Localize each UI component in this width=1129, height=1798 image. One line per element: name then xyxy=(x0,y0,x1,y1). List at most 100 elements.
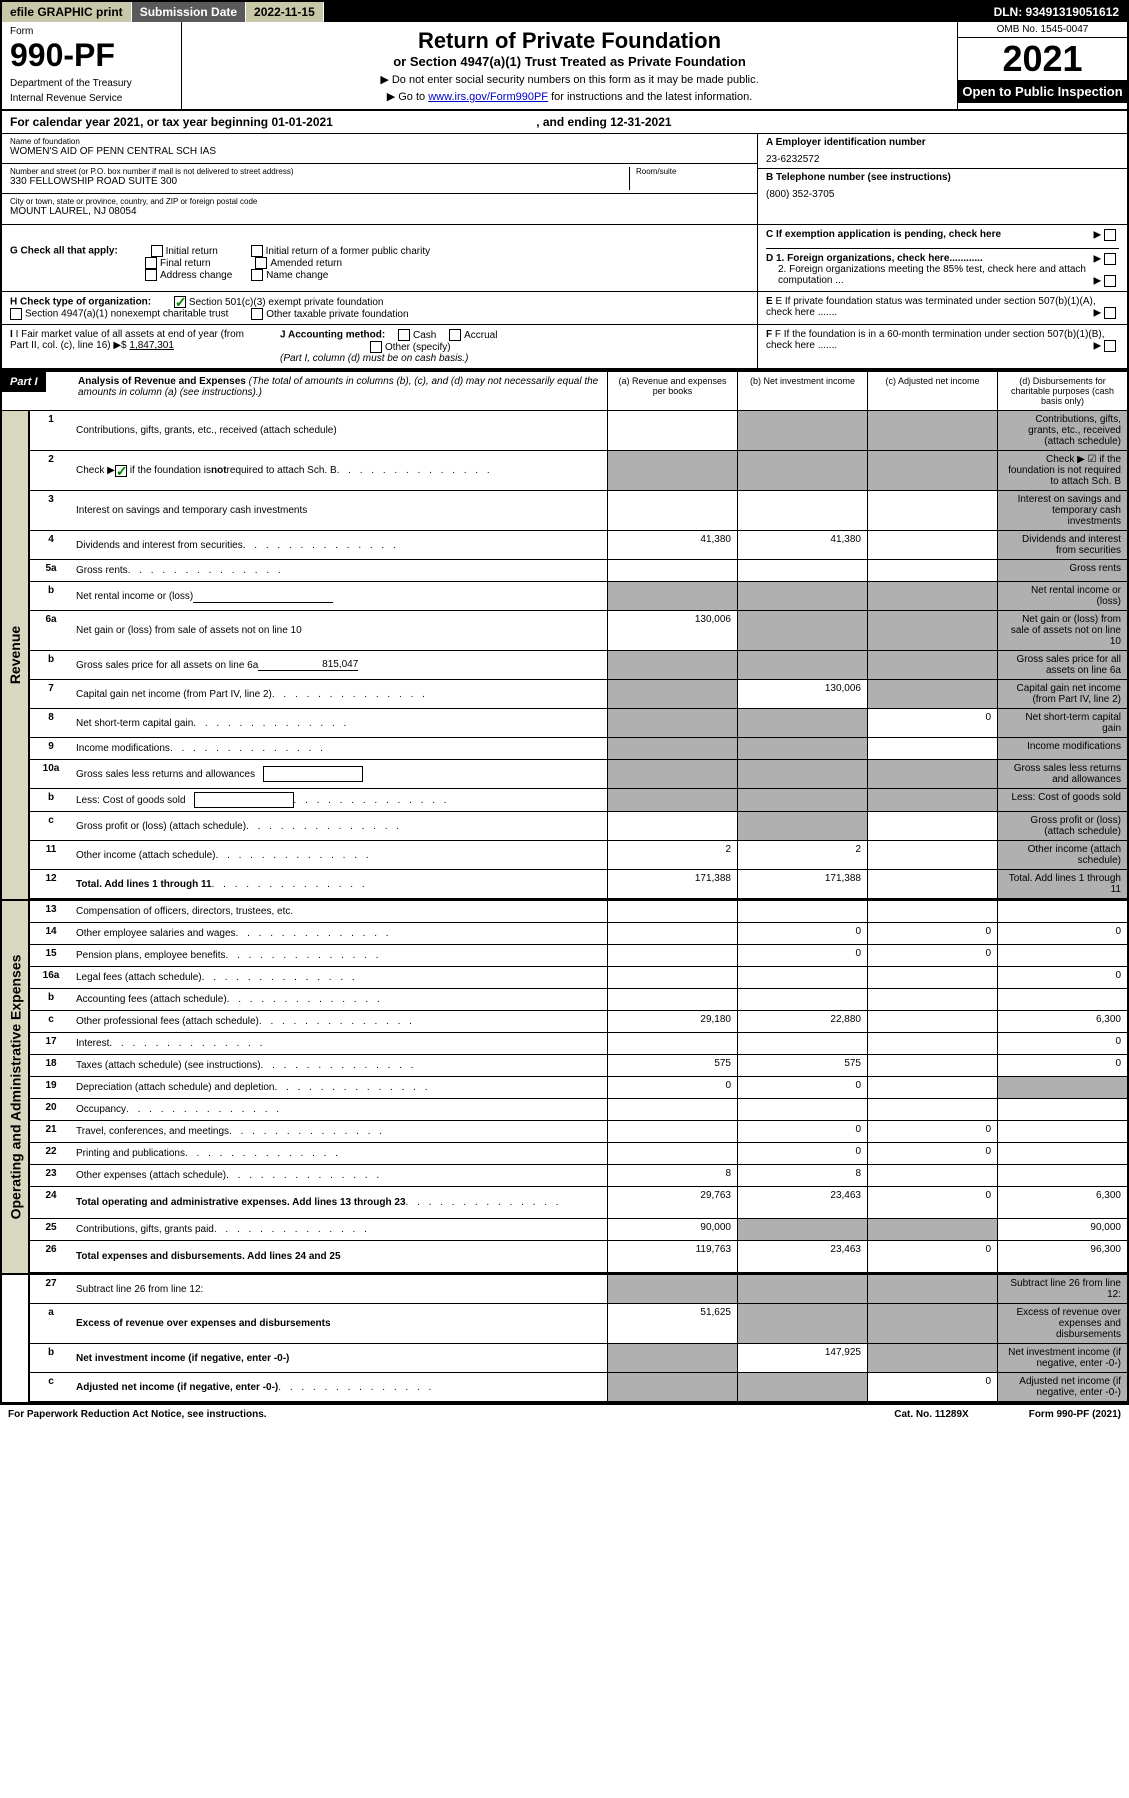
accrual-checkbox[interactable] xyxy=(449,329,461,341)
cell-col-d: 0 xyxy=(997,1033,1127,1054)
initial-return-checkbox[interactable] xyxy=(151,245,163,257)
cell-col-b xyxy=(737,451,867,490)
4947a1-checkbox[interactable] xyxy=(10,308,22,320)
sch-b-checkbox[interactable] xyxy=(115,465,127,477)
line-description: Contributions, gifts, grants paid xyxy=(72,1219,607,1240)
terminated-checkbox[interactable] xyxy=(1104,307,1116,319)
cell-col-a xyxy=(607,651,737,679)
cell-col-c: 0 xyxy=(867,1187,997,1218)
line-description: Net investment income (if negative, ente… xyxy=(72,1344,607,1372)
cell-col-d: Income modifications xyxy=(997,738,1127,759)
line-number: 11 xyxy=(30,841,72,869)
line-description: Gross rents xyxy=(72,560,607,581)
form-header: Form 990-PF Department of the Treasury I… xyxy=(2,22,1127,111)
table-row: 26Total expenses and disbursements. Add … xyxy=(30,1241,1127,1273)
table-row: 15Pension plans, employee benefits00 xyxy=(30,945,1127,967)
col-a-header: (a) Revenue and expenses per books xyxy=(607,372,737,410)
line-description: Total expenses and disbursements. Add li… xyxy=(72,1241,607,1272)
cell-col-d xyxy=(997,1143,1127,1164)
cell-col-d: Net short-term capital gain xyxy=(997,709,1127,737)
expense-section: Operating and Administrative Expenses 13… xyxy=(2,899,1127,1273)
cell-col-b: 130,006 xyxy=(737,680,867,708)
info-right: A Employer identification number 23-6232… xyxy=(757,134,1127,224)
cell-col-a xyxy=(607,789,737,811)
table-row: 27Subtract line 26 from line 12:Subtract… xyxy=(30,1275,1127,1304)
other-method-checkbox[interactable] xyxy=(370,341,382,353)
line-number: b xyxy=(30,789,72,811)
cell-col-d: Net rental income or (loss) xyxy=(997,582,1127,610)
line-number: 17 xyxy=(30,1033,72,1054)
line-description: Travel, conferences, and meetings xyxy=(72,1121,607,1142)
foreign-85-checkbox[interactable] xyxy=(1104,275,1116,287)
efile-label: efile GRAPHIC print xyxy=(2,2,132,22)
cell-col-d: Less: Cost of goods sold xyxy=(997,789,1127,811)
table-row: 13Compensation of officers, directors, t… xyxy=(30,901,1127,923)
bottom-section: 27Subtract line 26 from line 12:Subtract… xyxy=(2,1273,1127,1402)
info-left: Name of foundation WOMEN'S AID OF PENN C… xyxy=(2,134,757,224)
cell-col-c xyxy=(867,1033,997,1054)
cell-col-b xyxy=(737,611,867,650)
cell-col-b xyxy=(737,1219,867,1240)
table-row: aExcess of revenue over expenses and dis… xyxy=(30,1304,1127,1344)
line-number: c xyxy=(30,1373,72,1401)
cell-col-c xyxy=(867,611,997,650)
60month-checkbox[interactable] xyxy=(1104,340,1116,352)
line-description: Interest on savings and temporary cash i… xyxy=(72,491,607,530)
cell-col-a xyxy=(607,709,737,737)
cell-col-d xyxy=(997,1099,1127,1120)
table-row: bAccounting fees (attach schedule) xyxy=(30,989,1127,1011)
line-number: 1 xyxy=(30,411,72,450)
line-description: Less: Cost of goods sold xyxy=(72,789,607,811)
other-taxable-checkbox[interactable] xyxy=(251,308,263,320)
i-j-block: I I Fair market value of all assets at e… xyxy=(2,325,757,368)
cell-col-b xyxy=(737,560,867,581)
line-description: Check ▶ if the foundation is not require… xyxy=(72,451,607,490)
section-i-j-f: I I Fair market value of all assets at e… xyxy=(2,325,1127,370)
cell-col-c xyxy=(867,1077,997,1098)
line-description: Capital gain net income (from Part IV, l… xyxy=(72,680,607,708)
revenue-section: Revenue 1Contributions, gifts, grants, e… xyxy=(2,411,1127,899)
cell-col-b: 0 xyxy=(737,1077,867,1098)
irs-link[interactable]: www.irs.gov/Form990PF xyxy=(428,91,548,103)
name-change-checkbox[interactable] xyxy=(251,269,263,281)
cell-col-a: 2 xyxy=(607,841,737,869)
cell-col-b xyxy=(737,709,867,737)
cash-checkbox[interactable] xyxy=(398,329,410,341)
table-row: 24Total operating and administrative exp… xyxy=(30,1187,1127,1219)
cell-col-b xyxy=(737,582,867,610)
footer: For Paperwork Reduction Act Notice, see … xyxy=(0,1404,1129,1424)
final-return-checkbox[interactable] xyxy=(145,257,157,269)
cell-col-a xyxy=(607,1143,737,1164)
cell-col-b xyxy=(737,411,867,450)
table-row: 20Occupancy xyxy=(30,1099,1127,1121)
cell-col-c xyxy=(867,1099,997,1120)
foreign-org-checkbox[interactable] xyxy=(1104,253,1116,265)
exemption-pending-checkbox[interactable] xyxy=(1104,229,1116,241)
f-block: F F If the foundation is in a 60-month t… xyxy=(757,325,1127,368)
cell-col-a: 8 xyxy=(607,1165,737,1186)
cell-col-c xyxy=(867,901,997,922)
line-number: 22 xyxy=(30,1143,72,1164)
cell-col-d: Interest on savings and temporary cash i… xyxy=(997,491,1127,530)
foundation-name-row: Name of foundation WOMEN'S AID OF PENN C… xyxy=(2,134,757,164)
line-description: Adjusted net income (if negative, enter … xyxy=(72,1373,607,1401)
line-description: Taxes (attach schedule) (see instruction… xyxy=(72,1055,607,1076)
cell-col-a xyxy=(607,901,737,922)
ein-row: A Employer identification number 23-6232… xyxy=(758,134,1127,169)
cell-col-c xyxy=(867,1165,997,1186)
cell-col-d: Gross rents xyxy=(997,560,1127,581)
cell-col-c: 0 xyxy=(867,1121,997,1142)
city-state-zip: MOUNT LAUREL, NJ 08054 xyxy=(10,206,749,217)
cell-col-a xyxy=(607,812,737,840)
expense-side-label: Operating and Administrative Expenses xyxy=(2,901,30,1273)
cell-col-a xyxy=(607,989,737,1010)
cell-col-c xyxy=(867,1055,997,1076)
amended-return-checkbox[interactable] xyxy=(255,257,267,269)
cell-col-a xyxy=(607,1033,737,1054)
501c3-checkbox[interactable] xyxy=(174,296,186,308)
initial-former-checkbox[interactable] xyxy=(251,245,263,257)
cell-col-c xyxy=(867,1275,997,1303)
cell-col-b: 2 xyxy=(737,841,867,869)
address-change-checkbox[interactable] xyxy=(145,269,157,281)
cell-col-a xyxy=(607,738,737,759)
